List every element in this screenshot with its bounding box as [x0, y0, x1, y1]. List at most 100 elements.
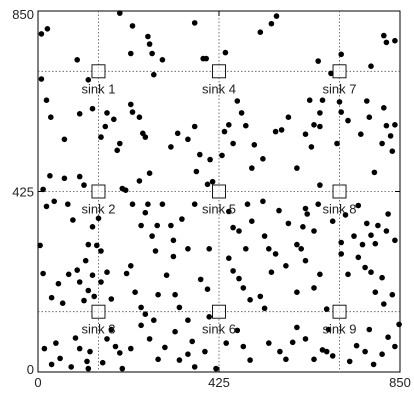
data-point — [247, 297, 253, 303]
data-point — [364, 220, 370, 227]
data-point — [162, 344, 168, 351]
sink-label-3: sink 3 — [81, 322, 115, 337]
data-point — [283, 263, 289, 269]
data-point — [117, 350, 123, 356]
data-point — [136, 114, 143, 120]
data-point — [145, 33, 151, 40]
data-point — [197, 276, 204, 283]
data-point — [53, 340, 59, 346]
data-point — [359, 241, 366, 248]
data-point — [117, 140, 123, 147]
data-point — [51, 198, 57, 205]
data-point — [346, 358, 353, 365]
data-point — [226, 255, 232, 261]
data-point — [70, 217, 76, 223]
data-point — [38, 31, 45, 37]
data-point — [372, 289, 379, 296]
data-point — [240, 343, 247, 350]
data-point — [48, 294, 55, 301]
data-point — [338, 51, 345, 58]
data-point — [304, 211, 311, 217]
data-point — [362, 264, 368, 271]
data-point — [226, 208, 232, 215]
data-point — [59, 300, 66, 307]
data-point — [230, 140, 236, 147]
data-point — [122, 187, 129, 193]
data-point — [334, 140, 340, 147]
data-point — [185, 351, 191, 358]
data-point — [191, 201, 198, 207]
data-point — [111, 116, 117, 123]
data-points — [37, 10, 402, 372]
data-point — [392, 343, 398, 350]
data-point — [159, 57, 166, 63]
data-point — [104, 336, 110, 342]
data-point — [185, 246, 191, 252]
data-point — [294, 324, 300, 331]
data-point — [319, 97, 326, 103]
data-point — [362, 348, 368, 355]
data-point — [358, 131, 364, 137]
data-point — [298, 246, 305, 252]
data-point — [43, 97, 50, 103]
data-point — [132, 289, 138, 296]
data-point — [387, 133, 394, 139]
data-point — [98, 134, 104, 140]
data-point — [145, 201, 151, 207]
data-point — [104, 110, 110, 116]
data-point — [128, 50, 134, 57]
data-point — [311, 285, 317, 291]
data-point — [247, 357, 253, 363]
data-point — [251, 142, 258, 148]
data-point — [236, 228, 242, 234]
sink-label-2: sink 2 — [81, 202, 115, 217]
data-point — [355, 202, 362, 209]
data-point — [268, 269, 275, 276]
data-point — [221, 128, 228, 135]
data-point — [302, 257, 309, 264]
data-point — [98, 279, 104, 285]
data-point — [179, 216, 185, 222]
data-point — [138, 304, 144, 311]
data-point — [311, 122, 317, 128]
data-point — [300, 224, 306, 230]
data-point — [372, 240, 379, 247]
data-point — [272, 128, 279, 135]
data-point — [128, 101, 134, 108]
data-point — [385, 211, 391, 217]
data-point — [61, 175, 68, 182]
data-point — [317, 110, 323, 116]
data-point — [40, 270, 46, 277]
data-point — [155, 291, 161, 298]
sink-marker-8 — [332, 184, 347, 199]
sink-marker-1 — [91, 64, 106, 79]
sink-marker-2 — [91, 184, 106, 199]
y-tick-label-0: 0 — [27, 362, 34, 377]
data-point — [272, 251, 279, 257]
data-point — [203, 55, 209, 62]
data-point — [149, 233, 155, 239]
data-point — [146, 336, 153, 342]
data-point — [185, 136, 191, 143]
sink-marker-6 — [212, 304, 226, 319]
data-point — [338, 239, 345, 246]
data-point — [43, 203, 50, 210]
data-point — [311, 356, 317, 363]
sink-marker-9 — [332, 304, 347, 319]
data-point — [315, 58, 322, 64]
data-point — [355, 254, 362, 261]
data-point — [285, 220, 292, 227]
data-point — [294, 241, 300, 248]
data-point — [129, 23, 136, 29]
data-point — [138, 322, 144, 329]
data-point — [146, 170, 153, 176]
data-point — [76, 173, 83, 180]
data-point — [206, 314, 212, 320]
data-point — [108, 296, 115, 302]
data-point — [389, 148, 396, 154]
data-point — [219, 152, 225, 159]
data-point — [392, 122, 398, 128]
data-point — [168, 222, 174, 229]
data-point — [76, 279, 83, 285]
sink-label-4: sink 4 — [202, 81, 236, 96]
